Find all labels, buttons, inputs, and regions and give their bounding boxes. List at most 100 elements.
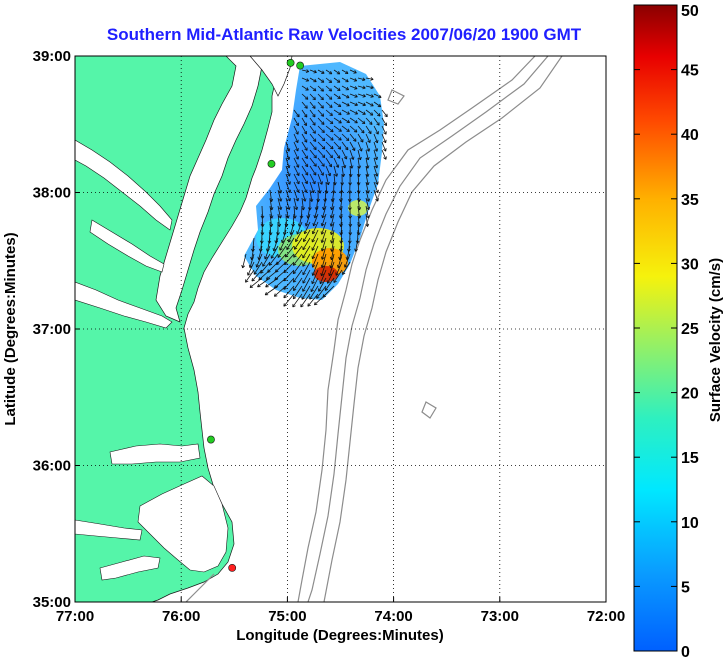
velocity-arrowhead [327, 172, 332, 177]
velocity-arrowhead [302, 280, 306, 284]
velocity-arrow [321, 213, 327, 227]
velocity-arrowhead [264, 291, 269, 296]
velocity-arrow [325, 77, 332, 83]
velocity-arrow [325, 165, 331, 177]
james-river [75, 281, 173, 329]
velocity-arrow [274, 269, 287, 281]
velocity-arrowhead [375, 131, 379, 135]
velocity-arrow [283, 269, 295, 282]
velocity-arrow [357, 189, 360, 202]
velocity-arrowhead [251, 278, 255, 282]
velocity-arrowhead [312, 180, 316, 185]
velocity-arrowhead [320, 239, 325, 243]
velocity-arrow [300, 293, 311, 308]
velocity-arrowhead [354, 102, 358, 107]
velocity-arrow [321, 245, 327, 260]
y-axis: 39:00 38:00 37:00 36:00 35:00 [33, 48, 80, 611]
velocity-arrow [249, 253, 255, 268]
velocity-arrowhead [312, 138, 317, 142]
velocity-arrowhead [319, 280, 323, 285]
velocity-arrow [277, 197, 282, 210]
velocity-arrowhead [286, 206, 291, 210]
velocity-arrow [293, 181, 300, 193]
velocity-arrow [349, 93, 358, 98]
velocity-arrowhead [375, 198, 379, 202]
velocity-arrow [302, 245, 311, 259]
velocity-arrow [309, 101, 316, 109]
velocity-arrow [309, 149, 317, 159]
velocity-arrowhead [320, 248, 325, 252]
velocity-arrow [292, 285, 303, 300]
velocity-arrowhead [358, 156, 362, 161]
velocity-arrow [330, 205, 335, 219]
velocity-arrow [321, 221, 327, 235]
velocity-arrowhead [296, 180, 300, 185]
velocity-arrowhead [302, 271, 306, 276]
velocity-arrowhead [318, 288, 322, 292]
velocity-arrowhead [300, 303, 304, 308]
velocity-arrow [365, 205, 369, 219]
velocity-arrow [357, 133, 364, 143]
velocity-arrow [325, 149, 333, 159]
velocity-arrow [312, 261, 319, 276]
velocity-arrowhead [375, 181, 379, 185]
velocity-arrowhead [303, 230, 308, 235]
albemarle-sound [109, 443, 201, 465]
velocity-arrow [325, 109, 333, 116]
velocity-arrowhead [320, 264, 325, 269]
rappahannock-river [89, 219, 165, 273]
velocity-arrow [301, 69, 309, 72]
velocity-arrow [301, 85, 309, 91]
velocity-arrow [365, 157, 369, 169]
velocity-arrow [357, 101, 366, 106]
velocity-arrowhead [326, 280, 331, 284]
velocity-arrowhead [305, 78, 310, 82]
velocity-arrowhead [366, 198, 371, 202]
velocity-arrowhead [338, 128, 342, 132]
velocity-arrow [349, 149, 354, 160]
velocity-arrowhead [366, 215, 370, 219]
velocity-arrow [302, 237, 311, 250]
x-tick-label: 77:00 [56, 608, 94, 625]
velocity-arrowhead [311, 280, 315, 285]
velocity-arrowhead [337, 95, 341, 100]
velocity-arrow [301, 101, 308, 109]
velocity-arrow [349, 101, 358, 106]
velocity-arrow [293, 197, 298, 210]
velocity-arrowhead [320, 88, 324, 92]
velocity-arrowhead [278, 198, 283, 202]
velocity-arrowhead [303, 131, 308, 135]
velocity-arrow [317, 141, 326, 150]
velocity-arrowhead [374, 173, 379, 177]
velocity-arrow [365, 141, 370, 152]
velocity-arrow [295, 229, 303, 242]
velocity-arrowhead [311, 264, 316, 268]
velocity-arrow [333, 77, 341, 83]
velocity-arrow [293, 157, 299, 168]
velocity-arrowhead [346, 94, 350, 99]
velocity-arrow [314, 205, 319, 219]
velocity-arrow [373, 181, 379, 193]
velocity-arrow [349, 69, 357, 74]
velocity-arrowhead [321, 146, 326, 150]
y-axis-label: Latitude (Degrees:Minutes) [2, 232, 19, 425]
velocity-arrowhead [295, 148, 299, 152]
chesapeake-bay [155, 56, 267, 323]
velocity-arrow [264, 285, 279, 296]
velocity-arrowhead [278, 190, 283, 194]
velocity-arrow [284, 253, 295, 265]
velocity-arrowhead [287, 239, 292, 243]
colorbar-tick-label: 0 [681, 644, 690, 659]
velocity-arrowhead [338, 120, 342, 124]
velocity-arrow [294, 237, 303, 250]
velocity-arrowhead [311, 255, 316, 260]
velocity-arrow [296, 221, 303, 235]
velocity-arrowhead [374, 139, 379, 144]
velocity-arrow [341, 133, 350, 141]
velocity-arrow [330, 221, 335, 235]
velocity-arrow [304, 221, 311, 234]
velocity-arrowhead [292, 295, 297, 300]
velocity-arrow [312, 253, 319, 268]
velocity-arrow [357, 213, 360, 227]
